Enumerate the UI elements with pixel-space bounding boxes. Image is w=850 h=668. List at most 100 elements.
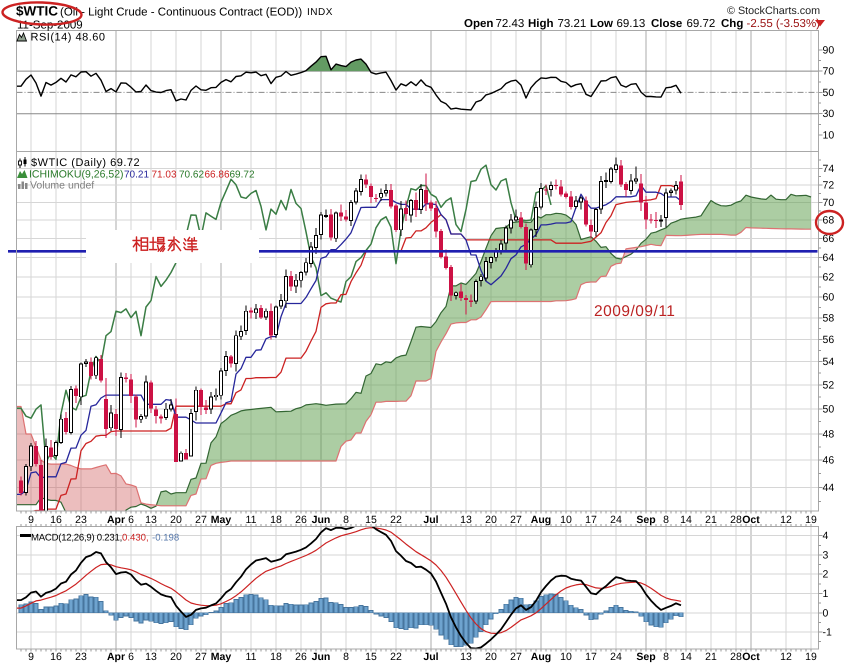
svg-text:Aug: Aug — [531, 514, 551, 526]
svg-text:May: May — [211, 651, 232, 663]
svg-text:27: 27 — [510, 514, 522, 526]
svg-text:30: 30 — [823, 108, 835, 120]
svg-text:60: 60 — [823, 292, 835, 304]
svg-text:70.62: 70.62 — [179, 170, 204, 181]
svg-text:19: 19 — [805, 651, 817, 663]
svg-text:0.430,: 0.430, — [122, 533, 149, 544]
svg-text:46: 46 — [823, 455, 835, 467]
svg-text:6: 6 — [128, 514, 134, 526]
svg-text:20: 20 — [485, 514, 497, 526]
svg-text:14: 14 — [680, 514, 692, 526]
svg-text:10: 10 — [823, 130, 835, 142]
svg-text:66: 66 — [823, 233, 835, 245]
svg-text:14: 14 — [680, 651, 692, 663]
svg-text:22: 22 — [390, 651, 402, 663]
svg-text:Volume undef: Volume undef — [30, 180, 94, 192]
svg-text:18: 18 — [270, 514, 282, 526]
svg-text:56: 56 — [823, 334, 835, 346]
svg-text:20: 20 — [170, 514, 182, 526]
svg-text:Apr: Apr — [107, 651, 125, 663]
svg-text:72.43: 72.43 — [496, 18, 525, 30]
svg-text:RSI(14) 48.60: RSI(14) 48.60 — [31, 32, 106, 44]
svg-text:2009/09/11: 2009/09/11 — [594, 303, 675, 320]
svg-text:66.86: 66.86 — [205, 170, 230, 181]
svg-text:11: 11 — [246, 514, 257, 526]
svg-text:21: 21 — [705, 514, 717, 526]
svg-text:9: 9 — [28, 651, 34, 663]
svg-text:26: 26 — [295, 514, 307, 526]
svg-text:44: 44 — [823, 482, 835, 494]
svg-text:24: 24 — [610, 651, 622, 663]
svg-text:20: 20 — [170, 651, 182, 663]
svg-text:-1: -1 — [823, 627, 832, 639]
svg-text:8: 8 — [663, 514, 669, 526]
svg-text:23: 23 — [75, 514, 87, 526]
svg-text:70.21: 70.21 — [124, 170, 149, 181]
svg-text:72: 72 — [823, 180, 835, 192]
svg-text:Jul: Jul — [423, 514, 438, 526]
svg-text:27: 27 — [510, 651, 522, 663]
svg-text:$WTIC: $WTIC — [16, 4, 58, 19]
svg-text:20: 20 — [485, 651, 497, 663]
svg-text:27: 27 — [195, 514, 207, 526]
svg-text:19: 19 — [805, 514, 817, 526]
svg-text:73.21: 73.21 — [558, 18, 587, 30]
svg-text:© StockCharts.com: © StockCharts.com — [727, 5, 820, 17]
svg-text:Sep: Sep — [636, 514, 655, 526]
svg-text:69.72: 69.72 — [230, 170, 255, 181]
svg-text:(Oil - Light Crude - Continuou: (Oil - Light Crude - Continuous Contract… — [60, 7, 302, 19]
svg-text:8: 8 — [343, 651, 349, 663]
svg-text:22: 22 — [390, 514, 402, 526]
svg-text:8: 8 — [343, 514, 349, 526]
svg-text:17: 17 — [585, 651, 597, 663]
svg-text:16: 16 — [50, 514, 62, 526]
svg-text:High: High — [528, 18, 554, 30]
svg-text:12: 12 — [780, 651, 792, 663]
svg-text:24: 24 — [610, 514, 622, 526]
svg-text:26: 26 — [295, 651, 307, 663]
svg-text:4: 4 — [823, 530, 829, 542]
svg-text:12: 12 — [780, 514, 792, 526]
svg-text:6: 6 — [128, 651, 134, 663]
svg-text:3: 3 — [823, 550, 829, 562]
svg-text:18: 18 — [270, 651, 282, 663]
svg-text:2: 2 — [823, 569, 829, 581]
svg-text:Open: Open — [464, 18, 493, 30]
svg-text:ICHIMOKU(9,26,52): ICHIMOKU(9,26,52) — [29, 169, 124, 181]
svg-text:-2.55 (-3.53%): -2.55 (-3.53%) — [747, 18, 821, 30]
svg-text:52: 52 — [823, 379, 835, 391]
svg-text:Chg: Chg — [721, 18, 743, 30]
svg-text:15: 15 — [365, 514, 377, 526]
svg-text:13: 13 — [460, 514, 472, 526]
svg-text:13: 13 — [145, 651, 157, 663]
svg-text:9: 9 — [28, 514, 34, 526]
svg-text:Close: Close — [651, 18, 682, 30]
svg-text:28: 28 — [730, 514, 742, 526]
svg-text:Jun: Jun — [312, 514, 331, 526]
svg-text:62: 62 — [823, 271, 835, 283]
svg-text:28: 28 — [730, 651, 742, 663]
svg-text:27: 27 — [195, 651, 207, 663]
svg-text:48: 48 — [823, 429, 835, 441]
svg-text:50: 50 — [823, 87, 835, 99]
svg-text:11: 11 — [246, 651, 257, 663]
svg-text:23: 23 — [75, 651, 87, 663]
svg-text:70: 70 — [823, 197, 835, 209]
svg-text:17: 17 — [585, 514, 597, 526]
svg-text:16: 16 — [50, 651, 62, 663]
svg-text:May: May — [211, 514, 232, 526]
svg-text:71.03: 71.03 — [152, 170, 177, 181]
svg-text:Apr: Apr — [107, 514, 125, 526]
svg-text:58: 58 — [823, 312, 835, 324]
svg-text:Sep: Sep — [636, 651, 655, 663]
svg-text:69.13: 69.13 — [617, 18, 646, 30]
svg-text:1: 1 — [823, 588, 829, 600]
svg-text:-0.198: -0.198 — [152, 533, 179, 544]
svg-text:90: 90 — [823, 44, 835, 56]
svg-text:21: 21 — [705, 651, 717, 663]
svg-text:Low: Low — [590, 18, 613, 30]
svg-text:$WTIC (Daily) 69.72: $WTIC (Daily) 69.72 — [31, 157, 140, 169]
svg-text:Aug: Aug — [531, 651, 551, 663]
svg-text:70: 70 — [823, 66, 835, 78]
svg-text:0: 0 — [823, 607, 829, 619]
